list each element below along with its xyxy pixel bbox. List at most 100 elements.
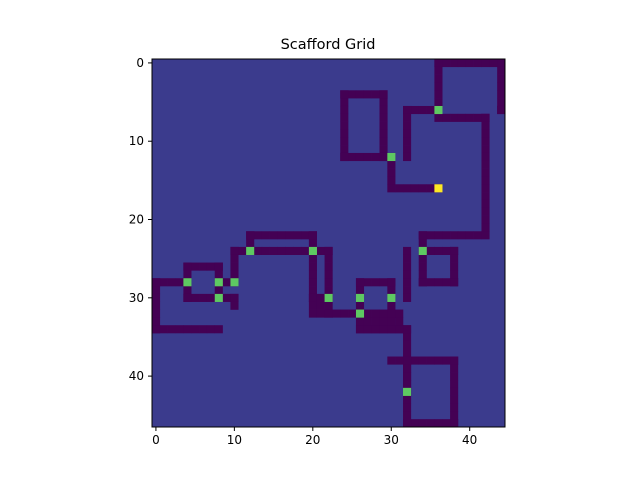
wall-cell	[152, 301, 161, 310]
wall-cell	[230, 270, 239, 279]
wall-cell	[199, 325, 208, 334]
wall-cell	[481, 184, 490, 193]
y-tick-label: 10	[129, 134, 144, 148]
wall-cell	[379, 317, 388, 326]
wall-cell	[379, 152, 388, 162]
wall-cell	[308, 270, 317, 279]
wall-cell	[465, 113, 474, 122]
wall-cell	[230, 254, 239, 263]
wall-cell	[403, 293, 412, 302]
wall-cell	[183, 262, 192, 271]
wall-cell	[348, 152, 357, 162]
wall-cell	[403, 129, 412, 138]
wall-cell	[426, 184, 435, 193]
wall-cell	[481, 129, 490, 138]
wall-cell	[481, 59, 490, 68]
wall-cell	[434, 419, 443, 428]
wall-cell	[230, 262, 239, 271]
wall-cell	[442, 59, 451, 68]
wall-cell	[379, 105, 388, 115]
wall-cell	[403, 395, 412, 404]
wall-cell	[403, 380, 412, 389]
wall-cell	[403, 419, 412, 428]
wall-cell	[442, 419, 451, 428]
wall-cell	[434, 278, 443, 287]
goal-cell	[434, 184, 443, 193]
x-tick-label: 10	[227, 433, 242, 447]
wall-cell	[363, 309, 372, 318]
junction-cell	[387, 152, 396, 162]
wall-cell	[324, 270, 333, 279]
wall-cell	[379, 129, 388, 138]
wall-cell	[332, 309, 341, 318]
wall-cell	[481, 192, 490, 201]
wall-cell	[316, 293, 325, 302]
wall-cell	[395, 184, 404, 193]
wall-cell	[206, 262, 215, 271]
wall-cell	[403, 121, 412, 130]
wall-cell	[434, 66, 443, 75]
wall-cell	[497, 59, 506, 68]
wall-cell	[403, 254, 412, 263]
wall-cell	[403, 270, 412, 279]
wall-cell	[395, 356, 404, 365]
wall-cell	[340, 309, 349, 318]
wall-cell	[183, 293, 192, 302]
junction-cell	[308, 246, 317, 255]
wall-cell	[442, 113, 451, 122]
wall-cell	[387, 356, 396, 365]
wall-cell	[206, 293, 215, 302]
wall-cell	[340, 129, 349, 138]
wall-cell	[450, 59, 459, 68]
x-tick-label: 0	[152, 433, 160, 447]
wall-cell	[387, 160, 396, 169]
wall-cell	[434, 90, 443, 99]
wall-cell	[348, 90, 357, 99]
wall-cell	[450, 411, 459, 420]
wall-cell	[308, 262, 317, 271]
wall-cell	[230, 246, 239, 255]
wall-cell	[340, 90, 349, 99]
wall-cell	[191, 325, 200, 334]
wall-cell	[214, 286, 223, 295]
wall-cell	[379, 113, 388, 122]
wall-cell	[403, 348, 412, 357]
wall-cell	[324, 286, 333, 295]
wall-cell	[355, 90, 365, 99]
wall-cell	[434, 59, 443, 68]
wall-cell	[206, 325, 215, 334]
wall-cell	[340, 113, 349, 122]
wall-cell	[450, 419, 459, 428]
wall-cell	[450, 254, 459, 263]
wall-cell	[277, 231, 286, 240]
wall-cell	[340, 152, 349, 162]
wall-cell	[293, 246, 302, 255]
wall-cell	[379, 325, 388, 334]
wall-cell	[159, 278, 168, 287]
wall-cell	[403, 145, 412, 154]
wall-cell	[450, 356, 459, 365]
wall-cell	[418, 270, 427, 279]
wall-cell	[152, 309, 161, 318]
wall-cell	[387, 325, 396, 334]
wall-cell	[246, 239, 255, 248]
wall-cell	[426, 419, 435, 428]
wall-cell	[497, 66, 506, 75]
wall-cell	[457, 59, 467, 68]
wall-cell	[214, 325, 223, 334]
wall-cell	[450, 380, 459, 389]
wall-cell	[410, 356, 419, 365]
wall-cell	[395, 317, 404, 326]
wall-cell	[277, 246, 286, 255]
wall-cell	[450, 403, 459, 412]
wall-cell	[403, 113, 412, 122]
wall-cell	[152, 325, 161, 334]
y-tick-label: 40	[129, 369, 144, 383]
wall-cell	[355, 325, 365, 334]
wall-cell	[473, 59, 482, 68]
wall-cell	[465, 231, 474, 240]
junction-cell	[246, 246, 255, 255]
wall-cell	[442, 356, 451, 365]
wall-cell	[403, 340, 412, 349]
